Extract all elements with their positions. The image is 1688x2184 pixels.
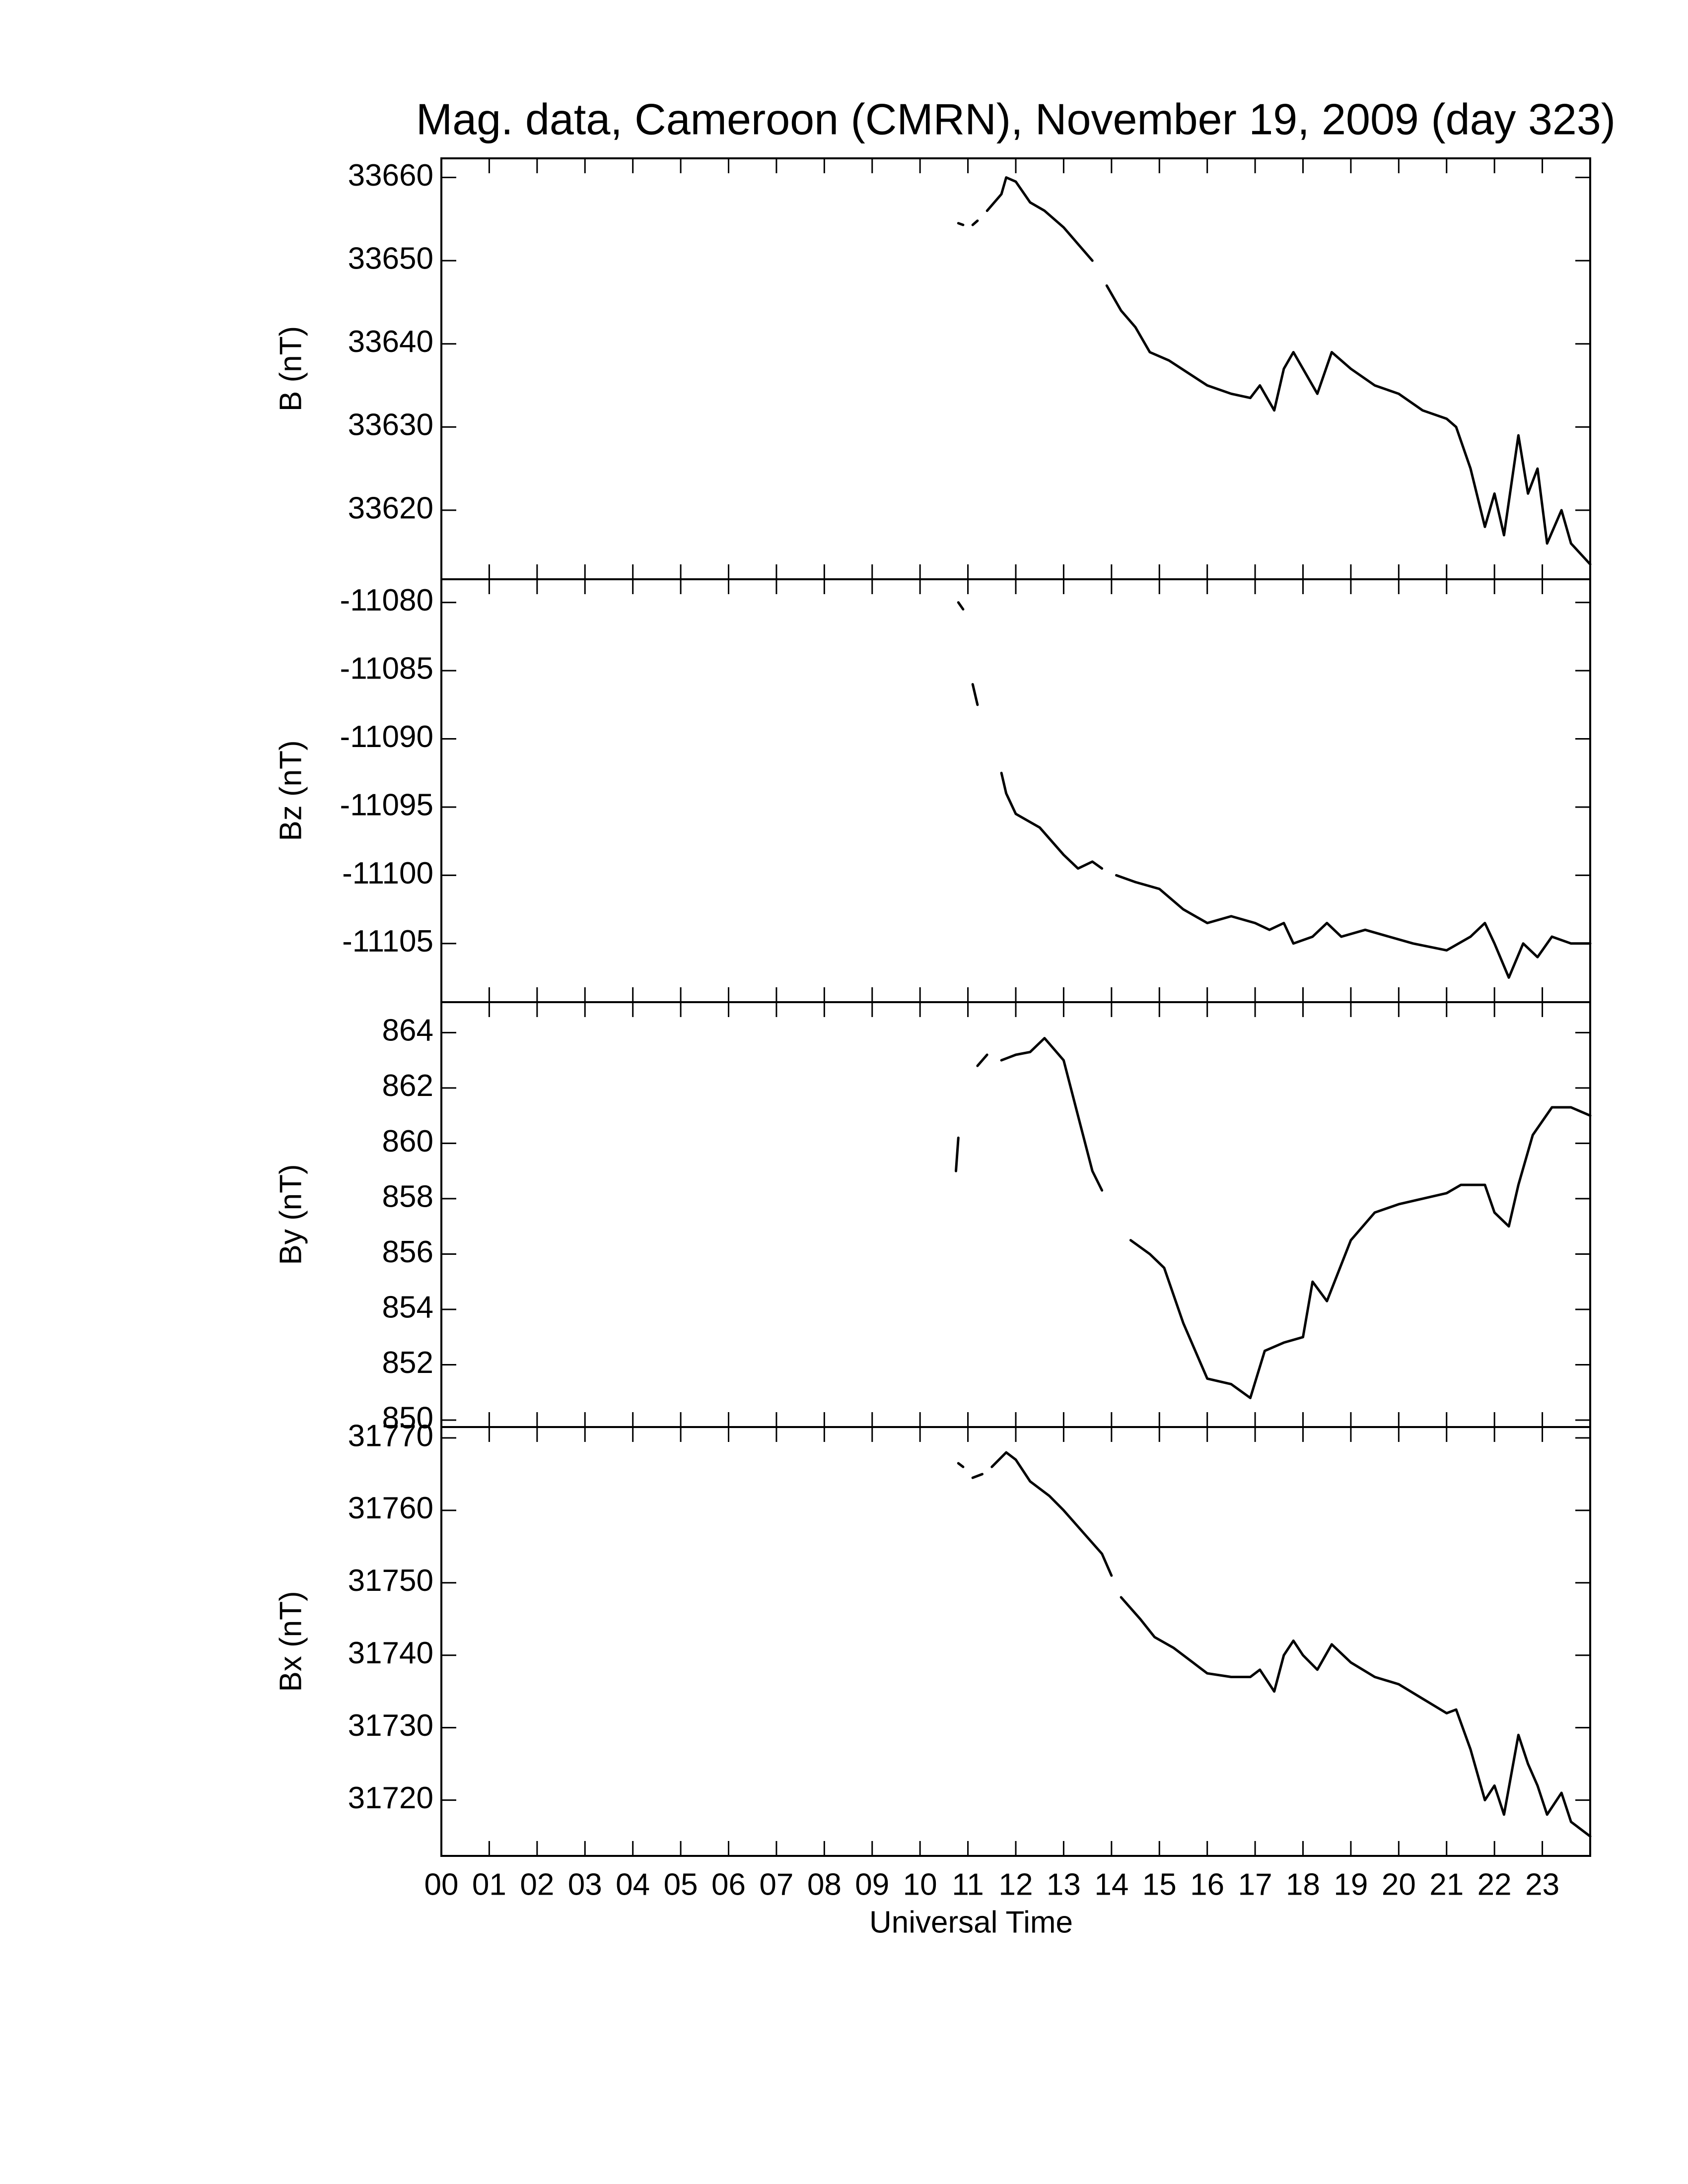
y-tick-label: 31760 [348, 1491, 433, 1525]
x-tick-label: 02 [520, 1867, 554, 1902]
y-tick-label: 31730 [348, 1708, 433, 1743]
y-tick-label: -11090 [340, 720, 433, 754]
y-tick-label: 852 [382, 1346, 433, 1380]
y-tick-label: 33660 [348, 158, 433, 193]
x-tick-label: 10 [903, 1867, 937, 1902]
x-tick-label: 04 [616, 1867, 650, 1902]
y-axis-label: By (nT) [274, 1164, 308, 1265]
x-tick-label: 19 [1334, 1867, 1368, 1902]
x-tick-label: 20 [1382, 1867, 1416, 1902]
x-tick-label: 14 [1094, 1867, 1128, 1902]
x-tick-label: 11 [952, 1867, 984, 1902]
x-axis-label: Universal Time [869, 1905, 1073, 1939]
y-axis-label: B (nT) [274, 326, 308, 411]
y-tick-label: -11100 [342, 856, 433, 890]
y-tick-label: 850 [382, 1401, 433, 1435]
y-tick-label: 33620 [348, 491, 433, 525]
x-tick-label: 17 [1238, 1867, 1272, 1902]
y-tick-label: 31720 [348, 1781, 433, 1815]
y-tick-label: 860 [382, 1124, 433, 1159]
y-tick-label: -11105 [342, 924, 433, 958]
x-tick-label: 05 [664, 1867, 698, 1902]
y-tick-label: 862 [382, 1069, 433, 1103]
x-tick-label: 12 [999, 1867, 1033, 1902]
x-tick-label: 18 [1286, 1867, 1320, 1902]
x-tick-label: 07 [759, 1867, 793, 1902]
data-line [957, 601, 1592, 979]
x-tick-label: 22 [1477, 1867, 1512, 1902]
y-tick-label: 33650 [348, 242, 433, 276]
x-tick-label: 08 [807, 1867, 842, 1902]
y-tick-label: 31770 [348, 1419, 433, 1453]
x-tick-label: 13 [1047, 1867, 1081, 1902]
y-tick-label: 864 [382, 1014, 433, 1048]
y-tick-label: 33630 [348, 408, 433, 442]
data-line [957, 176, 1592, 566]
x-tick-label: 09 [855, 1867, 889, 1902]
x-tick-label: 00 [424, 1867, 459, 1902]
y-axis-label: Bx (nT) [274, 1591, 308, 1692]
y-tick-label: 858 [382, 1179, 433, 1214]
x-tick-label: 06 [711, 1867, 746, 1902]
y-tick-label: -11095 [340, 788, 433, 822]
chart-title: Mag. data, Cameroon (CMRN), November 19,… [416, 94, 1616, 143]
x-tick-label: 23 [1525, 1867, 1559, 1902]
y-axis-label: Bz (nT) [274, 740, 308, 841]
y-tick-label: -11085 [340, 652, 433, 686]
x-tick-label: 01 [472, 1867, 506, 1902]
data-line [955, 1037, 1592, 1399]
y-tick-label: 31750 [348, 1564, 433, 1598]
x-tick-label: 16 [1190, 1867, 1224, 1902]
y-tick-label: 31740 [348, 1636, 433, 1670]
x-tick-label: 21 [1429, 1867, 1464, 1902]
y-tick-label: 33640 [348, 325, 433, 359]
x-tick-label: 15 [1142, 1867, 1177, 1902]
y-tick-label: 854 [382, 1290, 433, 1324]
y-tick-label: -11080 [340, 583, 433, 617]
x-tick-label: 03 [568, 1867, 602, 1902]
y-tick-label: 856 [382, 1235, 433, 1269]
data-line [957, 1451, 1592, 1838]
